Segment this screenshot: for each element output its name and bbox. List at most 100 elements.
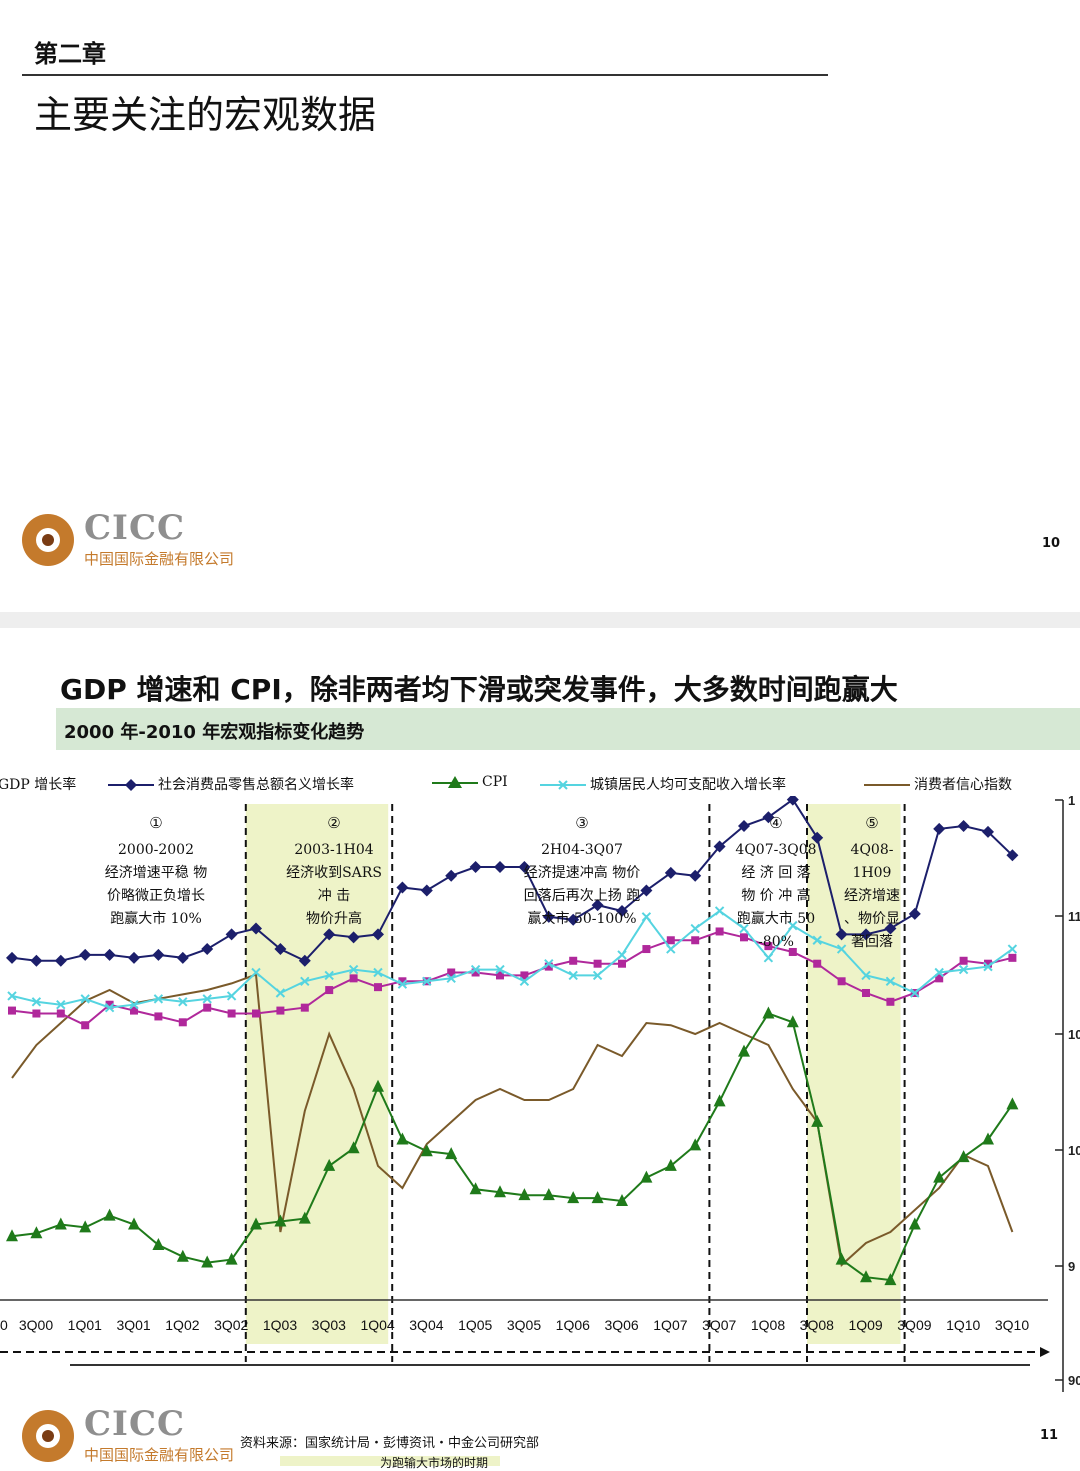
period-shade-5 [807, 804, 901, 1344]
data-point-gdp [762, 811, 775, 824]
data-point-income [690, 923, 700, 934]
data-point-income [31, 997, 42, 1007]
legend-item-cpi: CPI [432, 774, 508, 790]
x-tick-label: 3Q05 [507, 1317, 541, 1333]
period-annotation: 2003-1H04 [294, 842, 373, 858]
data-point-gdp [30, 954, 43, 967]
data-point-cpi [713, 1094, 726, 1107]
x-tick-label: 3Q00 [19, 1317, 53, 1333]
data-point-retail [837, 977, 846, 986]
data-point-cpi [518, 1188, 531, 1201]
data-point-retail [862, 989, 870, 997]
data-point-retail [130, 1006, 138, 1015]
data-point-gdp [79, 948, 92, 961]
data-point-cpi [494, 1185, 506, 1198]
logo-chinese: 中国国际金融有限公司 [84, 1446, 235, 1464]
data-point-retail [178, 1018, 187, 1027]
data-point-gdp [445, 869, 458, 882]
data-point-gdp [640, 884, 653, 897]
data-point-income [739, 923, 749, 934]
slide-divider [0, 612, 1080, 628]
period-annotation: 2H04-3Q07 [541, 842, 623, 858]
page-title: 主要关注的宏观数据 [34, 93, 377, 137]
data-point-retail [618, 959, 626, 968]
logo-english: CICC [84, 1404, 186, 1444]
data-point-cpi [347, 1141, 360, 1154]
data-point-retail [154, 1012, 163, 1021]
x-tick-label: 3Q09 [897, 1317, 931, 1333]
data-point-income [763, 953, 774, 963]
x-tick-label: 1Q01 [68, 1317, 102, 1333]
data-point-cpi [420, 1144, 433, 1157]
period-annotation: 价略微正负增长 [107, 888, 205, 904]
data-point-income [324, 970, 334, 981]
data-point-income [934, 967, 944, 978]
data-point-gdp [933, 822, 946, 835]
page-number: 10 [1042, 536, 1061, 551]
data-point-gdp [786, 796, 799, 806]
data-point-income [495, 964, 505, 975]
data-point-cpi [103, 1208, 116, 1221]
period-annotation: 2000-2002 [118, 842, 194, 858]
data-point-gdp [103, 948, 116, 961]
data-point-gdp [225, 928, 238, 941]
data-point-retail [666, 936, 675, 945]
data-point-cpi [957, 1150, 970, 1163]
data-point-income [446, 973, 456, 984]
data-point-gdp [250, 922, 262, 935]
data-point-cpi [933, 1170, 946, 1183]
x-tick-label: 1Q04 [360, 1317, 394, 1333]
data-point-income [666, 944, 676, 954]
triangle-line-swatch-icon [432, 776, 478, 788]
data-point-gdp [811, 831, 824, 844]
legend-label: CPI [482, 774, 508, 790]
legend-label: 城镇居民人均可支配收入增长率 [590, 777, 786, 793]
data-point-income [885, 976, 896, 986]
data-point-income [983, 961, 993, 972]
period-annotation: 物价升高 [306, 910, 362, 927]
data-point-gdp [738, 819, 750, 832]
data-point-retail [227, 1009, 236, 1018]
x-tick-label: 1Q02 [165, 1317, 199, 1333]
data-source: 资料来源：国家统计局・彭博资讯・中金公司研究部 [240, 1436, 540, 1451]
cicc-logo-icon [22, 514, 74, 566]
data-point-cpi [372, 1079, 384, 1092]
data-point-retail [691, 936, 700, 945]
data-point-retail [715, 927, 724, 936]
period-annotation: 著回落 [851, 934, 893, 950]
data-point-gdp [957, 819, 970, 832]
x-tick-label: 3Q02 [214, 1317, 248, 1333]
data-point-retail [56, 1009, 65, 1018]
data-point-cpi [250, 1217, 262, 1230]
data-point-income [80, 994, 90, 1004]
data-point-gdp [201, 943, 214, 956]
data-point-cpi [1006, 1097, 1019, 1110]
footnote: 为跑输大市场的时期 [380, 1456, 489, 1470]
data-point-gdp [494, 861, 506, 874]
data-point-gdp [469, 861, 482, 874]
data-point-retail [32, 1009, 41, 1018]
period-annotation: 跑赢大市 50 [737, 910, 815, 927]
data-point-retail [81, 1021, 90, 1030]
x-tick-label: 3Q10 [995, 1317, 1029, 1333]
x-line-swatch-icon [540, 780, 586, 790]
data-point-income [470, 964, 481, 975]
period-annotation: -80% [758, 934, 794, 950]
data-point-income [714, 906, 725, 916]
x-tick-label: 1Q08 [751, 1317, 785, 1333]
data-point-income [544, 958, 554, 969]
data-point-cpi [298, 1211, 311, 1224]
data-point-cpi [274, 1214, 287, 1227]
data-point-cpi [201, 1255, 214, 1268]
data-point-gdp [542, 910, 555, 923]
data-point-income [958, 964, 969, 975]
data-point-gdp [274, 943, 287, 956]
data-point-income [348, 964, 359, 975]
data-point-income [422, 976, 432, 986]
data-point-cpi [323, 1158, 336, 1171]
data-point-gdp [347, 931, 360, 944]
x-tick-label: 1Q03 [263, 1317, 297, 1333]
cicc-logo-icon [22, 1410, 74, 1462]
data-point-gdp [518, 861, 531, 874]
logo-english: CICC [84, 508, 186, 548]
